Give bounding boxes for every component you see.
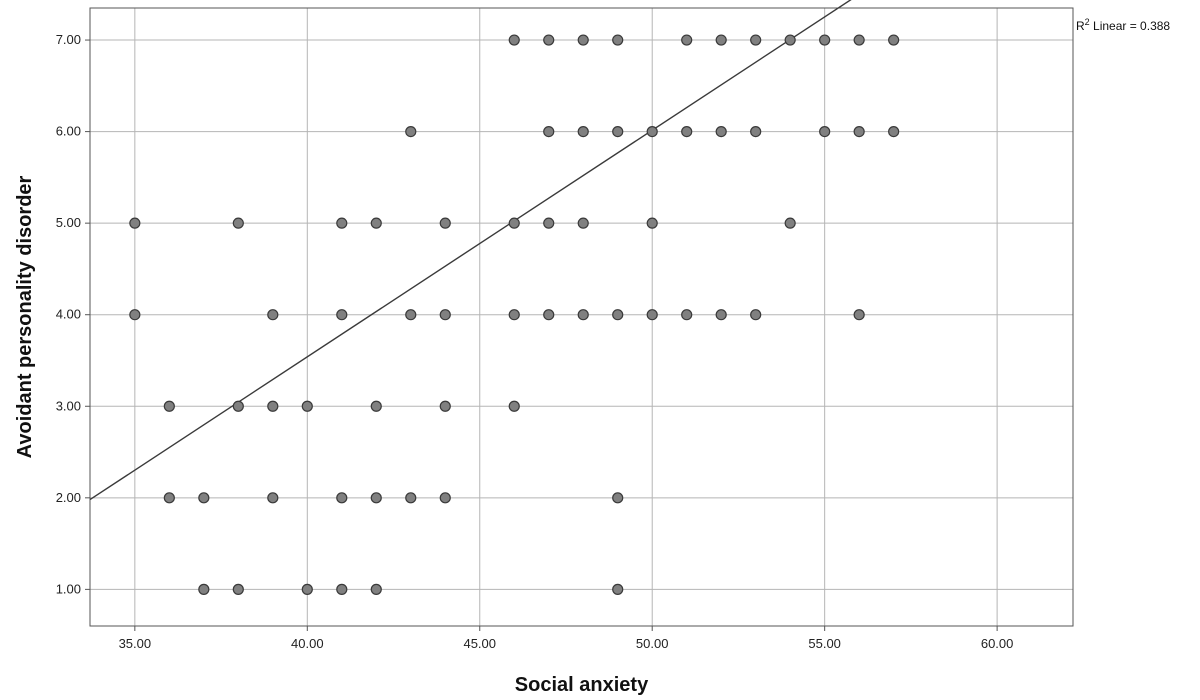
- r-squared-annotation: R2 Linear = 0.388: [1076, 17, 1170, 33]
- data-point: [232, 583, 244, 595]
- annotation-prefix: R: [1076, 19, 1085, 33]
- data-point: [543, 309, 555, 321]
- y-tick-label: 1.00: [56, 581, 81, 596]
- data-point: [508, 400, 520, 412]
- annotation-superscript: 2: [1085, 17, 1090, 27]
- data-point: [163, 492, 175, 504]
- data-points: [129, 34, 900, 595]
- data-point: [681, 126, 693, 138]
- data-point: [543, 126, 555, 138]
- data-point: [439, 400, 451, 412]
- data-point: [612, 34, 624, 46]
- data-point: [750, 309, 762, 321]
- y-tick-label: 3.00: [56, 398, 81, 413]
- data-point: [646, 309, 658, 321]
- data-point: [370, 217, 382, 229]
- data-point: [405, 126, 417, 138]
- x-tick-label: 60.00: [981, 636, 1014, 651]
- data-point: [508, 309, 520, 321]
- data-point: [853, 34, 865, 46]
- data-point: [336, 492, 348, 504]
- data-point: [336, 217, 348, 229]
- y-tick-label: 6.00: [56, 124, 81, 139]
- data-point: [681, 309, 693, 321]
- y-axis-title: Avoidant personality disorder: [14, 175, 36, 458]
- data-point: [370, 583, 382, 595]
- data-point: [267, 309, 279, 321]
- data-point: [129, 217, 141, 229]
- regression-line: [89, 0, 852, 501]
- data-point: [543, 34, 555, 46]
- data-point: [370, 492, 382, 504]
- data-point: [267, 400, 279, 412]
- data-point: [888, 34, 900, 46]
- data-point: [750, 34, 762, 46]
- data-point: [267, 492, 279, 504]
- data-point: [715, 126, 727, 138]
- x-tick-label: 35.00: [119, 636, 152, 651]
- y-tick-label: 2.00: [56, 490, 81, 505]
- y-tick-label: 7.00: [56, 32, 81, 47]
- data-point: [646, 126, 658, 138]
- data-point: [888, 126, 900, 138]
- data-point: [784, 217, 796, 229]
- data-point: [577, 126, 589, 138]
- data-point: [577, 217, 589, 229]
- data-point: [370, 400, 382, 412]
- data-point: [715, 309, 727, 321]
- x-tick-label: 40.00: [291, 636, 324, 651]
- data-point: [508, 217, 520, 229]
- data-point: [612, 583, 624, 595]
- data-point: [301, 583, 313, 595]
- data-point: [577, 309, 589, 321]
- data-point: [750, 126, 762, 138]
- data-point: [198, 583, 210, 595]
- data-point: [853, 309, 865, 321]
- data-point: [232, 217, 244, 229]
- x-tick-label: 55.00: [808, 636, 841, 651]
- data-point: [853, 126, 865, 138]
- data-point: [301, 400, 313, 412]
- data-point: [336, 583, 348, 595]
- data-point: [819, 126, 831, 138]
- plot-area: [89, 7, 1074, 627]
- data-point: [577, 34, 589, 46]
- y-tick-label: 4.00: [56, 307, 81, 322]
- data-point: [612, 126, 624, 138]
- data-point: [439, 492, 451, 504]
- annotation-text: Linear = 0.388: [1090, 19, 1171, 33]
- data-point: [439, 309, 451, 321]
- data-point: [612, 492, 624, 504]
- data-point: [129, 309, 141, 321]
- data-point: [681, 34, 693, 46]
- data-point: [439, 217, 451, 229]
- data-point: [646, 217, 658, 229]
- x-tick-label: 45.00: [463, 636, 496, 651]
- data-point: [163, 400, 175, 412]
- data-point: [405, 492, 417, 504]
- data-point: [819, 34, 831, 46]
- x-axis-ticks: 35.00 40.00 45.00 50.00 55.00 60.00: [119, 626, 1014, 651]
- y-tick-label: 5.00: [56, 215, 81, 230]
- data-point: [543, 217, 555, 229]
- data-point: [508, 34, 520, 46]
- data-point: [715, 34, 727, 46]
- data-point: [612, 309, 624, 321]
- data-point: [784, 34, 796, 46]
- x-axis-title: Social anxiety: [515, 674, 649, 696]
- data-point: [198, 492, 210, 504]
- x-tick-label: 50.00: [636, 636, 669, 651]
- data-point: [336, 309, 348, 321]
- data-point: [405, 309, 417, 321]
- data-point: [232, 400, 244, 412]
- y-axis-ticks: 1.00 2.00 3.00 4.00 5.00 6.00 7.00: [56, 32, 90, 596]
